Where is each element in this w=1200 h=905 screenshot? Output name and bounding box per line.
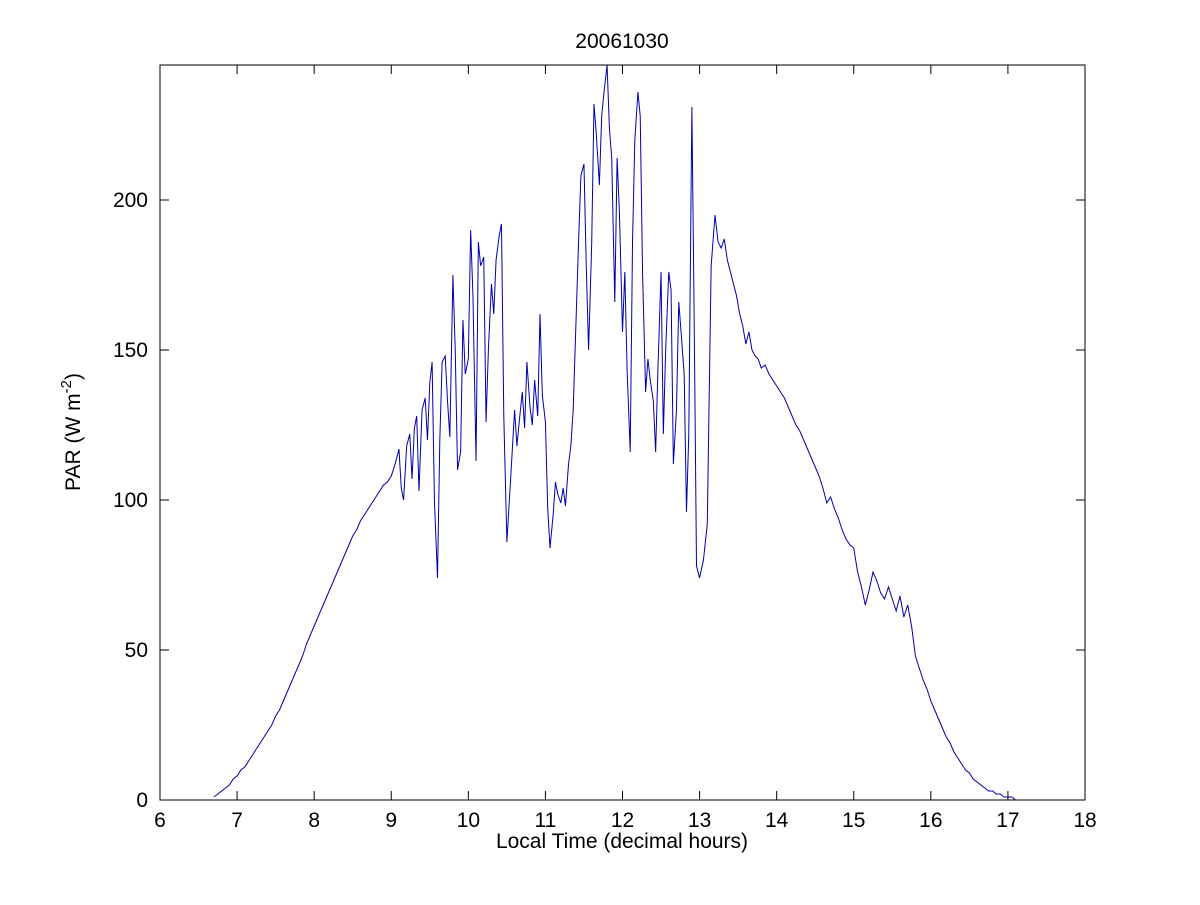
x-tick-label: 13 — [688, 809, 711, 832]
x-tick-label: 16 — [919, 809, 942, 832]
x-tick-label: 18 — [1073, 809, 1096, 832]
plot-series — [213, 64, 1020, 801]
x-tick-label: 15 — [842, 809, 865, 832]
y-tick-label: 50 — [125, 639, 148, 662]
y-axis-label-main: PAR (W m — [62, 393, 85, 491]
y-tick-label: 200 — [113, 189, 148, 212]
x-tick-label: 12 — [611, 809, 634, 832]
axis-tick-labels: 6 7 8 9 10 11 12 13 14 15 16 17 18 0 50 100 150 200 — [113, 189, 1097, 832]
par-series-line — [213, 64, 1020, 801]
y-tick-label: 0 — [136, 789, 148, 812]
x-tick-label: 17 — [996, 809, 1019, 832]
axis-box — [159, 64, 1086, 801]
plot-background — [160, 65, 1085, 800]
y-axis-label: PAR (W m-2) — [58, 373, 85, 491]
x-tick-label: 7 — [231, 809, 243, 832]
y-tick-label: 100 — [113, 489, 148, 512]
x-tick-label: 11 — [535, 809, 557, 832]
x-tick-label: 10 — [457, 809, 480, 832]
x-tick-label: 8 — [308, 809, 320, 832]
x-tick-label: 6 — [154, 809, 166, 832]
y-tick-label: 150 — [113, 339, 148, 362]
y-axis-label-superscript: -2 — [58, 380, 75, 393]
x-tick-label: 9 — [385, 809, 397, 832]
x-axis-label: Local Time (decimal hours) — [496, 830, 748, 853]
x-tick-label: 14 — [765, 809, 789, 832]
chart-title: 20061030 — [575, 30, 668, 53]
y-axis-label-close: ) — [62, 373, 85, 380]
